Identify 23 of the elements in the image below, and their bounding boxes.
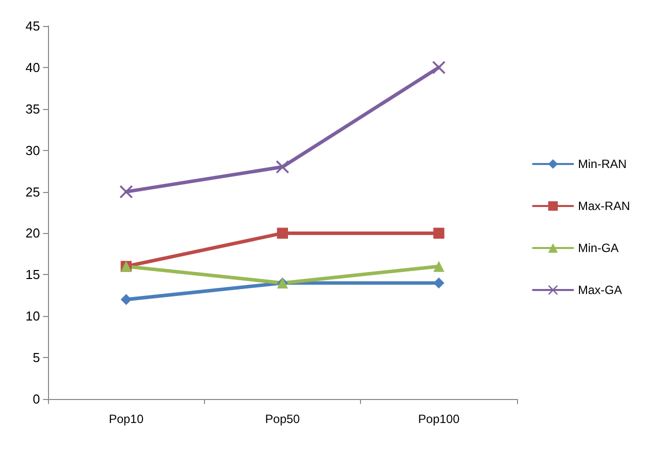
y-tick-label: 10 [26, 308, 40, 324]
y-tick-label: 40 [26, 60, 40, 75]
x-tick-label: Pop100 [418, 412, 460, 426]
y-tick-label: 15 [26, 267, 40, 282]
legend-label: Max-GA [578, 283, 622, 297]
point [276, 160, 289, 174]
point [277, 228, 288, 239]
y-tick-label: 5 [32, 350, 40, 366]
point [120, 294, 132, 306]
y-tick-label: 30 [26, 142, 40, 158]
x-tick-label: Pop10 [108, 412, 144, 426]
point [432, 60, 446, 74]
y-tick-label: 20 [26, 226, 40, 241]
y-tick-label: 25 [26, 184, 40, 200]
y-tick-label: 45 [26, 18, 40, 34]
y-tick-label: 35 [26, 101, 40, 116]
point [433, 228, 444, 239]
legend-label: Max-RAN [578, 199, 630, 213]
point [120, 185, 133, 198]
legend-label: Min-GA [578, 241, 619, 255]
x-tick-label: Pop50 [265, 412, 300, 426]
y-tick-label: 0 [32, 392, 40, 406]
legend-label: Min-RAN [578, 157, 627, 171]
